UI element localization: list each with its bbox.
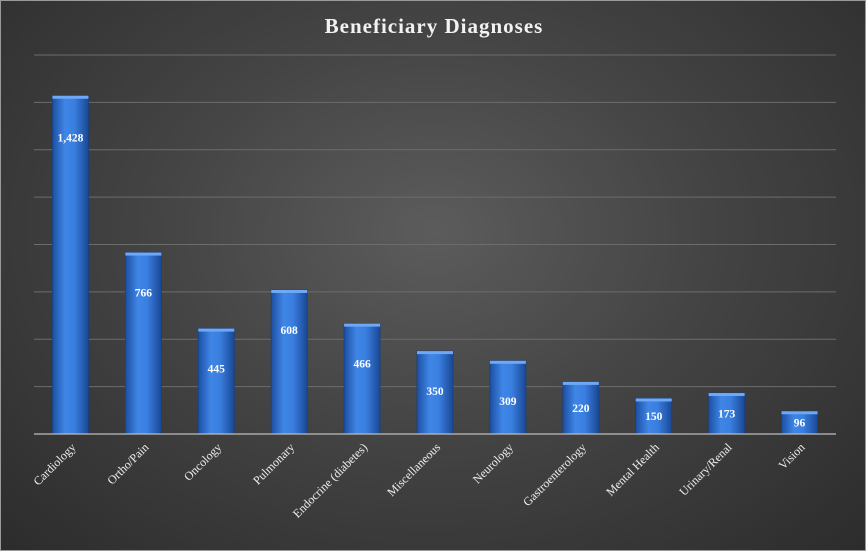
bar-top-highlight [562,381,599,385]
x-tick-label: Cardiology [30,440,78,488]
bar-top-highlight [125,252,162,256]
data-label: 309 [499,396,517,408]
bar-mental-health [635,398,673,435]
bar-ortho-pain [124,252,162,435]
bar-neurology [489,360,527,435]
x-tick-label: Urinary/Renal [676,440,735,499]
bar-top-highlight [708,393,745,397]
data-label: 466 [353,359,371,371]
bar-top-highlight [344,323,381,327]
chart-title: Beneficiary Diagnoses [324,14,544,38]
x-tick-label: Vision [776,440,808,472]
bar-top-highlight [417,351,453,355]
data-label: 445 [208,364,226,376]
x-tick-label: Pulmonary [250,440,297,487]
data-label: 1,428 [58,133,84,145]
bar-top-highlight [489,360,526,364]
bar-top-highlight [781,411,818,415]
data-label: 350 [426,386,444,398]
x-tick-label: Endocrine (diabetes) [290,440,370,520]
x-tick-label: Gastroenterology [520,440,589,509]
data-label: 608 [281,325,299,337]
bar-top-highlight [52,95,89,99]
bar-miscellaneous [416,350,454,435]
data-label: 220 [572,403,590,415]
bar-top-highlight [271,289,308,293]
bar-pulmonary [270,289,308,435]
bar-top-highlight [635,398,672,402]
data-label: 766 [135,288,153,300]
bar-endocrine-diabetes [343,323,381,435]
bar-oncology [197,328,235,435]
x-tick-label: Neurology [470,440,516,486]
bar-top-highlight [198,328,235,332]
bar-gastroenterology [562,381,600,435]
data-label: 150 [645,411,663,423]
x-tick-label: Ortho/Pain [104,440,151,487]
data-label: 173 [718,409,736,421]
bar-cardiology [52,95,89,435]
data-label: 96 [794,418,806,430]
x-tick-label: Oncology [181,440,224,483]
x-tick-label: Mental Health [603,440,662,499]
x-tick-label: Miscellaneous [384,440,443,499]
